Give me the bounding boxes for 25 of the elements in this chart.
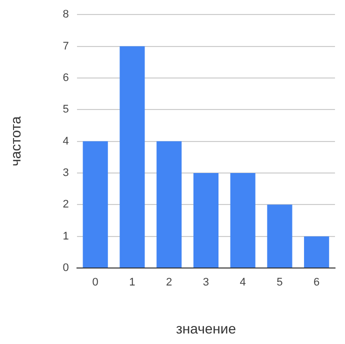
bar [230, 172, 256, 268]
x-tick-label: 4 [240, 276, 246, 289]
y-tick-label: 7 [62, 40, 69, 52]
y-tick-label: 5 [62, 104, 69, 116]
y-tick-label: 8 [62, 8, 69, 21]
x-tick-label: 0 [92, 276, 98, 289]
y-tick-label: 3 [62, 167, 69, 180]
x-axis-title: значение [176, 320, 236, 336]
x-tick-label: 3 [202, 276, 210, 289]
bar [120, 46, 145, 268]
y-axis-title: частота [7, 116, 24, 166]
y-tick-label: 2 [62, 198, 69, 211]
y-tick-label: 6 [62, 72, 69, 84]
y-tick-label: 0 [62, 262, 69, 274]
bar [193, 172, 218, 268]
x-tick-label: 1 [129, 276, 136, 289]
bar [82, 141, 108, 268]
bar [304, 236, 330, 268]
y-tick-label: 1 [62, 230, 69, 242]
x-tick-label: 2 [166, 276, 172, 289]
y-tick-label: 4 [62, 135, 69, 148]
bar [156, 141, 182, 268]
x-tick-label: 6 [314, 276, 320, 289]
x-tick-label: 5 [276, 276, 283, 289]
bar [267, 204, 292, 268]
